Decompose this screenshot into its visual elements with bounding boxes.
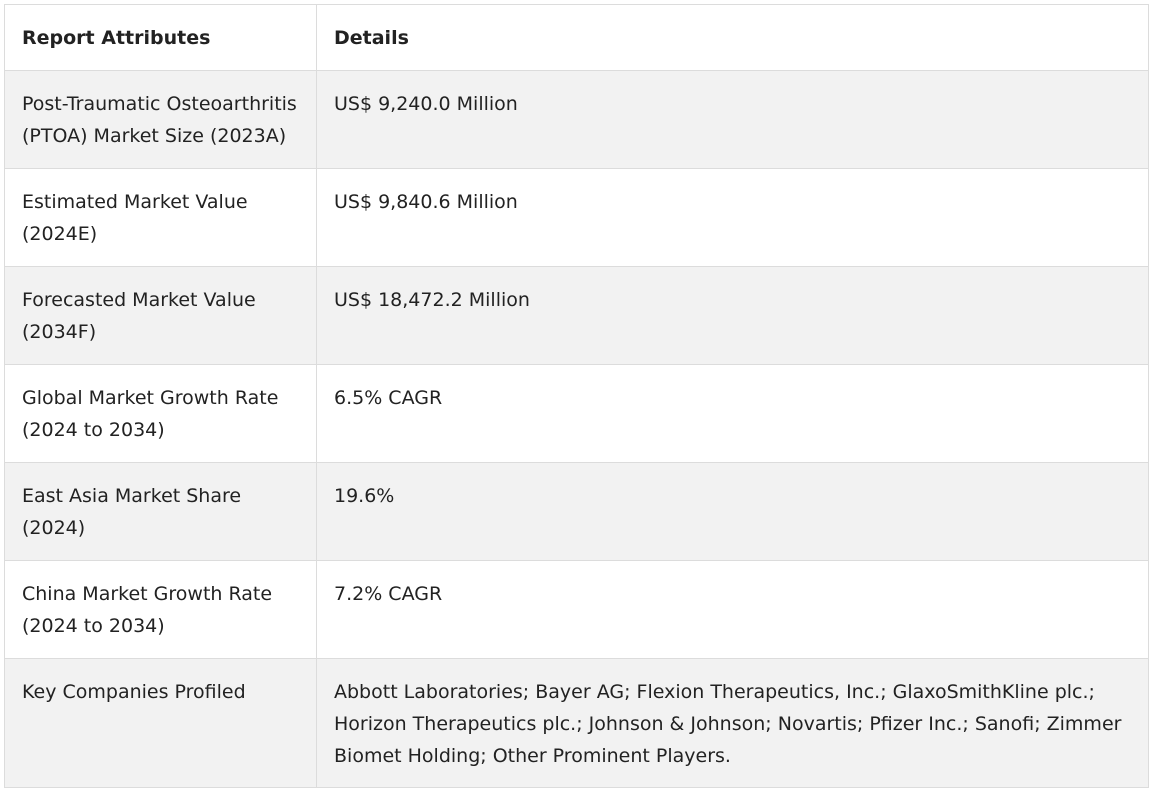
table-row: China Market Growth Rate (2024 to 2034) … bbox=[4, 560, 1149, 659]
table-row: Estimated Market Value (2024E) US$ 9,840… bbox=[4, 168, 1149, 267]
table-row: Global Market Growth Rate (2024 to 2034)… bbox=[4, 364, 1149, 463]
table-body: Post-Traumatic Osteoarthritis (PTOA) Mar… bbox=[4, 70, 1149, 788]
table-row: Key Companies Profiled Abbott Laboratori… bbox=[4, 658, 1149, 788]
table-row: East Asia Market Share (2024) 19.6% bbox=[4, 462, 1149, 561]
details-cell: 7.2% CAGR bbox=[316, 560, 1149, 659]
details-cell: US$ 18,472.2 Million bbox=[316, 266, 1149, 365]
details-cell: 19.6% bbox=[316, 462, 1149, 561]
attribute-cell: Key Companies Profiled bbox=[4, 658, 317, 788]
details-cell: Abbott Laboratories; Bayer AG; Flexion T… bbox=[316, 658, 1149, 788]
attribute-cell: Forecasted Market Value (2034F) bbox=[4, 266, 317, 365]
header-details: Details bbox=[316, 4, 1149, 71]
attribute-cell: China Market Growth Rate (2024 to 2034) bbox=[4, 560, 317, 659]
header-report-attributes: Report Attributes bbox=[4, 4, 317, 71]
table-header: Report Attributes Details bbox=[4, 4, 1149, 71]
attribute-cell: Global Market Growth Rate (2024 to 2034) bbox=[4, 364, 317, 463]
attribute-cell: East Asia Market Share (2024) bbox=[4, 462, 317, 561]
attribute-cell: Estimated Market Value (2024E) bbox=[4, 168, 317, 267]
details-cell: US$ 9,240.0 Million bbox=[316, 70, 1149, 169]
table-row: Post-Traumatic Osteoarthritis (PTOA) Mar… bbox=[4, 70, 1149, 169]
header-row: Report Attributes Details bbox=[4, 4, 1149, 71]
details-cell: US$ 9,840.6 Million bbox=[316, 168, 1149, 267]
details-cell: 6.5% CAGR bbox=[316, 364, 1149, 463]
attribute-cell: Post-Traumatic Osteoarthritis (PTOA) Mar… bbox=[4, 70, 317, 169]
table-row: Forecasted Market Value (2034F) US$ 18,4… bbox=[4, 266, 1149, 365]
report-attributes-table: Report Attributes Details Post-Traumatic… bbox=[4, 4, 1149, 788]
